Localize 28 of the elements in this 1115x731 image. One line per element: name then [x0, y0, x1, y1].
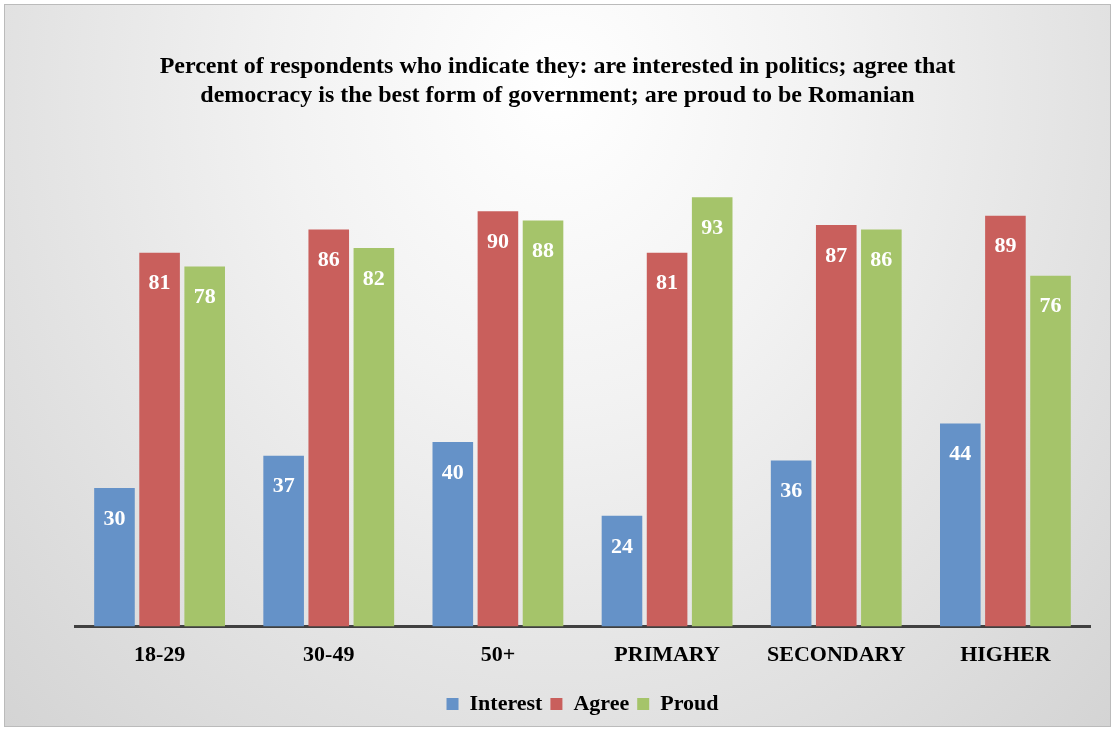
data-label: 86	[317, 246, 340, 272]
data-label: 88	[532, 237, 555, 263]
x-tick-label: 18-29	[133, 641, 186, 667]
x-tick-label: HIGHER	[960, 641, 1052, 667]
data-label: 81	[148, 269, 171, 295]
data-label: 81	[656, 269, 679, 295]
data-label: 90	[486, 227, 509, 253]
chart-title: Percent of respondents who indicate they: are interested in politics; agree that democracy is the best form of government; are proud to be Romanian	[158, 51, 957, 109]
data-label: 78	[193, 283, 216, 309]
data-label: 76	[1039, 292, 1062, 318]
data-label: 40	[441, 458, 464, 484]
legend-label: Proud	[660, 689, 719, 715]
legend-label: Agree	[573, 689, 630, 715]
data-label: 87	[825, 241, 848, 267]
x-tick-label: 30-49	[303, 641, 355, 667]
x-tick-label: 50+	[480, 641, 516, 667]
data-label: 36	[780, 477, 803, 503]
data-label: 82	[362, 264, 385, 290]
data-label: 37	[272, 472, 295, 498]
x-tick-label: PRIMARY	[614, 641, 720, 667]
data-label: 24	[610, 532, 633, 558]
legend-label: Interest	[469, 689, 544, 715]
data-label: 86	[870, 246, 893, 272]
data-label: 44	[949, 440, 972, 466]
data-label: 30	[103, 504, 126, 530]
data-label: 89	[994, 232, 1017, 258]
data-label: 93	[701, 214, 724, 239]
x-tick-label: SECONDARY	[766, 641, 906, 667]
